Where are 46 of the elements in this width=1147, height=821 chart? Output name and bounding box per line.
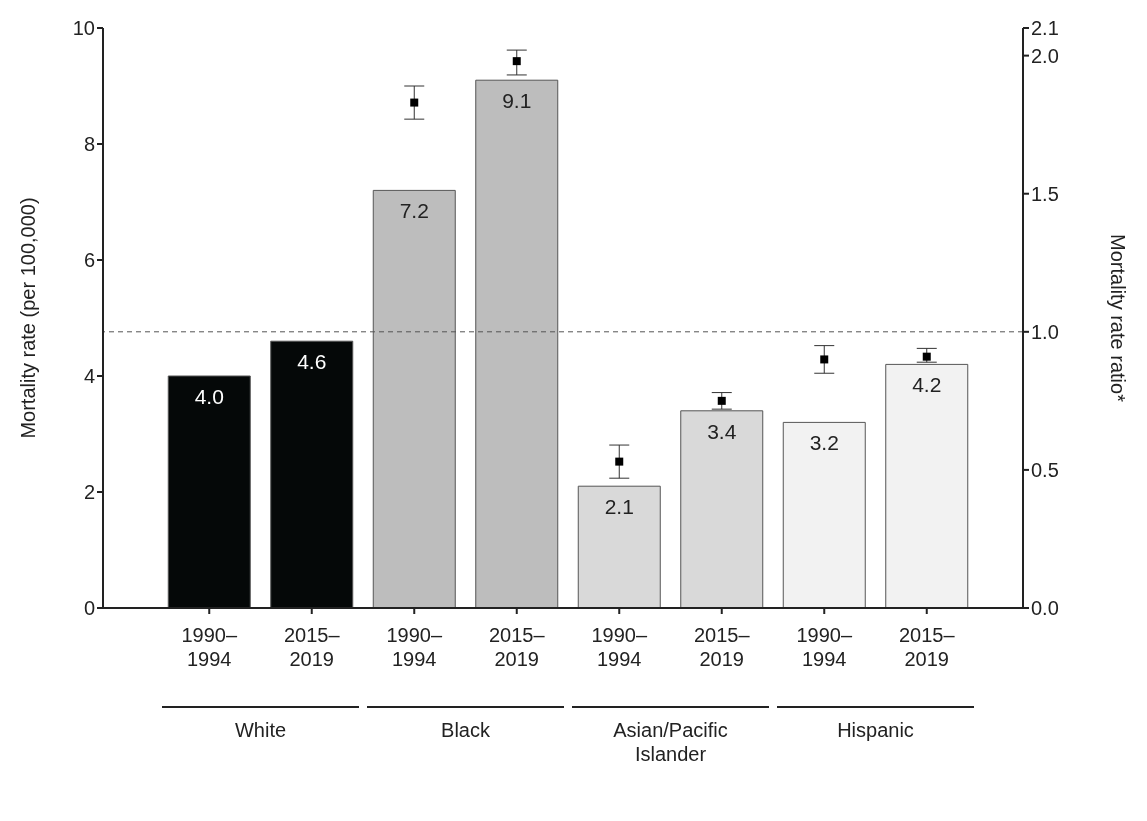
point [717,396,726,405]
bar [782,421,866,608]
bar [885,363,969,608]
y-tick-label: 6 [83,249,95,272]
point [820,355,829,364]
data-label: 4.0 [194,385,224,408]
data-label: 2.1 [604,495,634,519]
y2-tick-label: 1.0 [1031,320,1059,343]
data-label: 3.2 [809,431,839,455]
y2-tick-label: 1.5 [1031,182,1059,205]
text: Hispanic [836,718,915,742]
x-tick-label: 2015–2019 [898,624,956,670]
x-tick-label: 1990–1994 [181,624,238,670]
text: Asian/Pacific Islander [612,718,729,766]
bar [680,410,764,608]
point [512,57,521,66]
y-tick-label: 2 [83,481,95,504]
y-tick-label: 10 [72,17,95,40]
bar [167,375,251,608]
x-tick-label: 2015–2019 [488,624,546,670]
data-label: 9.1 [502,89,532,113]
text: White [233,718,288,742]
y2-tick-label: 0.0 [1031,597,1059,620]
x-tick-label: 1990–1994 [386,624,443,670]
bar [577,485,661,608]
point [410,98,419,107]
y-tick-label: 0 [83,597,95,620]
data-label: 4.2 [912,373,942,397]
y-tick-label: 4 [83,365,95,388]
y2-tick-label: 2.0 [1031,44,1059,67]
data-label: 3.4 [707,419,737,443]
data-label: 7.2 [399,199,429,223]
x-tick-label: 2015–2019 [693,624,751,670]
y2-tick-label: 2.1 [1031,17,1059,40]
x-tick-label: 2015–2019 [283,624,341,670]
bar [270,340,354,608]
x-tick-label: 1990–1994 [591,624,648,670]
y-axis-title: Mortality rate (per 100,000) [17,197,40,439]
y2-tick-label: 0.5 [1031,459,1059,481]
x-tick-label: 1990–1994 [796,624,853,670]
text: Black [440,718,491,742]
data-label: 4.6 [297,350,327,374]
point [615,457,624,466]
y2-axis-title: Mortality rate ratio* [1106,234,1129,403]
y-tick-label: 8 [83,133,95,156]
point [922,352,931,361]
